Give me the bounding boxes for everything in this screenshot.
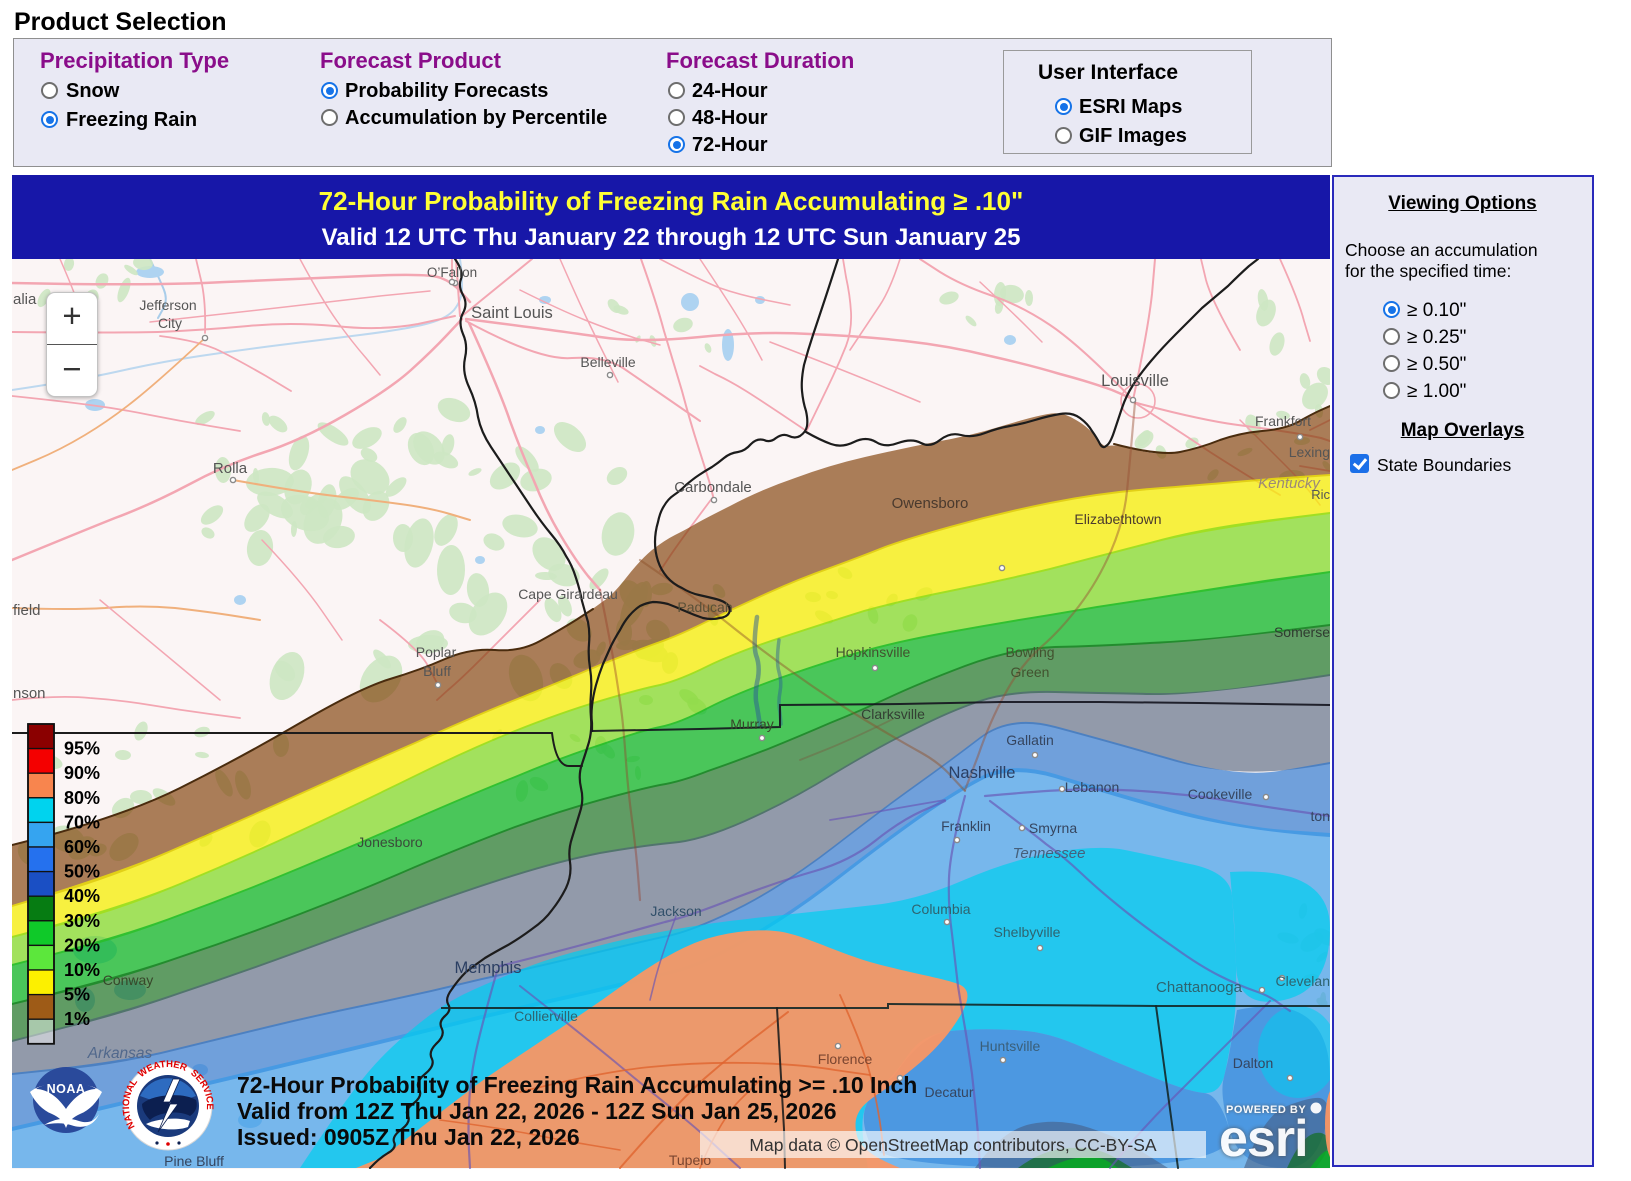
svg-text:Paducah: Paducah bbox=[677, 599, 732, 615]
svg-text:Bowling: Bowling bbox=[1005, 644, 1054, 660]
svg-text:70%: 70% bbox=[64, 812, 100, 832]
svg-text:40%: 40% bbox=[64, 886, 100, 906]
svg-text:Shelbyville: Shelbyville bbox=[994, 924, 1061, 940]
svg-text:Jefferson: Jefferson bbox=[139, 297, 196, 313]
svg-text:esri: esri bbox=[1219, 1110, 1308, 1168]
svg-text:Pine Bluff: Pine Bluff bbox=[164, 1153, 224, 1169]
svg-text:Issued: 0905Z Thu Jan 22, 2026: Issued: 0905Z Thu Jan 22, 2026 bbox=[237, 1124, 580, 1150]
svg-text:Conway: Conway bbox=[103, 972, 154, 988]
svg-text:POWERED BY: POWERED BY bbox=[1226, 1104, 1306, 1116]
svg-text:10%: 10% bbox=[64, 960, 100, 980]
svg-text:Jackson: Jackson bbox=[650, 903, 701, 919]
svg-text:Rolla: Rolla bbox=[213, 460, 248, 477]
svg-text:alia: alia bbox=[13, 291, 37, 308]
svg-text:Green: Green bbox=[1011, 664, 1050, 680]
svg-text:O’Fallon: O’Fallon bbox=[427, 265, 477, 280]
svg-text:Lexing: Lexing bbox=[1289, 444, 1330, 460]
svg-text:Saint Louis: Saint Louis bbox=[471, 304, 553, 322]
svg-text:Kentucky: Kentucky bbox=[1258, 475, 1321, 492]
svg-text:95%: 95% bbox=[64, 739, 100, 759]
svg-text:5%: 5% bbox=[64, 985, 90, 1005]
svg-text:City: City bbox=[158, 315, 182, 331]
svg-text:Nashville: Nashville bbox=[949, 764, 1016, 782]
svg-text:20%: 20% bbox=[64, 935, 100, 955]
svg-text:90%: 90% bbox=[64, 763, 100, 783]
svg-text:Frankfort: Frankfort bbox=[1255, 413, 1311, 429]
svg-text:80%: 80% bbox=[64, 788, 100, 808]
svg-text:Clarksville: Clarksville bbox=[861, 706, 925, 722]
svg-text:Gallatin: Gallatin bbox=[1006, 732, 1053, 748]
svg-text:Memphis: Memphis bbox=[455, 959, 522, 977]
svg-text:Hopkinsville: Hopkinsville bbox=[836, 644, 911, 660]
svg-text:Louisville: Louisville bbox=[1101, 372, 1169, 390]
svg-text:Tennessee: Tennessee bbox=[1013, 845, 1086, 862]
svg-text:Huntsville: Huntsville bbox=[980, 1038, 1041, 1054]
svg-text:Ric: Ric bbox=[1311, 487, 1330, 502]
svg-text:Murray: Murray bbox=[730, 716, 774, 732]
svg-text:Columbia: Columbia bbox=[911, 901, 970, 917]
svg-text:Valid from 12Z Thu Jan 22, 202: Valid from 12Z Thu Jan 22, 2026 - 12Z Su… bbox=[237, 1098, 837, 1124]
svg-text:Owensboro: Owensboro bbox=[892, 495, 969, 512]
svg-text:Florence: Florence bbox=[818, 1051, 873, 1067]
svg-text:Franklin: Franklin bbox=[941, 818, 991, 834]
svg-text:Cookeville: Cookeville bbox=[1188, 786, 1253, 802]
svg-text:Belleville: Belleville bbox=[580, 354, 635, 370]
svg-text:NOAA: NOAA bbox=[47, 1082, 86, 1096]
svg-text:Chattanooga: Chattanooga bbox=[1156, 979, 1243, 996]
svg-text:field: field bbox=[13, 602, 41, 619]
svg-text:Decatur: Decatur bbox=[924, 1084, 973, 1100]
svg-text:Smyrna: Smyrna bbox=[1029, 820, 1077, 836]
svg-text:Cape Girardeau: Cape Girardeau bbox=[518, 586, 618, 602]
svg-text:ton: ton bbox=[1311, 808, 1330, 824]
svg-text:Collierville: Collierville bbox=[514, 1008, 578, 1024]
svg-text:Elizabethtown: Elizabethtown bbox=[1074, 511, 1161, 527]
svg-text:Bluff: Bluff bbox=[423, 663, 451, 679]
svg-text:60%: 60% bbox=[64, 837, 100, 857]
svg-text:30%: 30% bbox=[64, 911, 100, 931]
svg-text:Map data © OpenStreetMap contr: Map data © OpenStreetMap contributors, C… bbox=[749, 1135, 1156, 1155]
svg-text:Clevelan: Clevelan bbox=[1276, 973, 1330, 989]
svg-text:Somerse: Somerse bbox=[1274, 624, 1330, 640]
svg-text:Dalton: Dalton bbox=[1233, 1055, 1273, 1071]
svg-text:Lebanon: Lebanon bbox=[1065, 779, 1120, 795]
svg-text:Carbondale: Carbondale bbox=[674, 479, 752, 496]
svg-text:nson: nson bbox=[13, 685, 46, 702]
svg-text:Jonesboro: Jonesboro bbox=[357, 834, 423, 850]
svg-text:50%: 50% bbox=[64, 862, 100, 882]
svg-text:Arkansas: Arkansas bbox=[87, 1045, 153, 1062]
svg-text:Poplar: Poplar bbox=[416, 644, 457, 660]
svg-text:72-Hour Probability of Freezin: 72-Hour Probability of Freezing Rain Acc… bbox=[237, 1072, 917, 1098]
svg-text:1%: 1% bbox=[64, 1009, 90, 1029]
